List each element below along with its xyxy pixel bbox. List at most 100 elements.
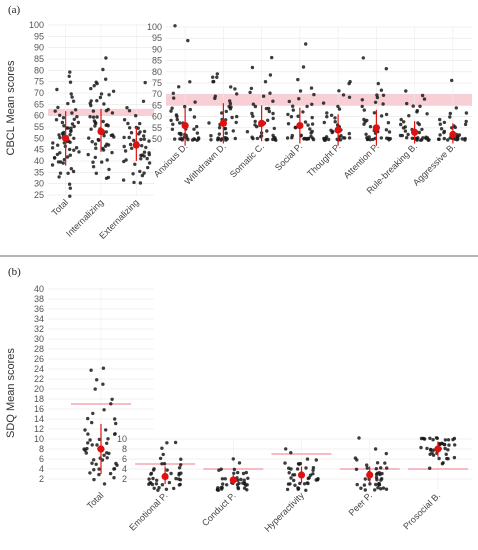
data-point: [217, 132, 221, 136]
data-point: [312, 92, 316, 97]
data-point: [220, 477, 225, 481]
data-point: [165, 441, 169, 445]
data-point: [212, 79, 216, 84]
data-point: [381, 486, 386, 490]
data-point: [446, 138, 450, 142]
data-point: [147, 152, 151, 157]
data-point: [329, 113, 334, 118]
data-point: [138, 181, 143, 185]
data-point: [287, 471, 291, 475]
data-point: [290, 136, 294, 140]
data-point: [88, 115, 92, 119]
data-point: [142, 150, 147, 154]
data-point: [362, 108, 366, 112]
x-tick-label-somatic-c: Somatic C.: [228, 141, 266, 179]
data-point: [124, 158, 128, 162]
data-point: [420, 127, 424, 132]
data-point: [151, 468, 156, 472]
y-tick-label: 80: [34, 65, 44, 75]
data-point: [170, 127, 175, 131]
data-point: [56, 105, 60, 110]
data-point: [310, 115, 314, 120]
data-point: [289, 476, 293, 480]
data-point: [398, 133, 403, 138]
mean-point-total: [62, 134, 70, 142]
data-point: [438, 133, 442, 137]
data-point: [69, 167, 74, 171]
data-point: [196, 136, 201, 140]
data-point: [150, 482, 155, 487]
data-point: [127, 135, 131, 140]
data-point: [267, 109, 271, 114]
data-point: [104, 56, 108, 60]
y-tick-label: 25: [34, 190, 44, 200]
data-point: [379, 466, 383, 470]
data-point: [67, 182, 72, 186]
data-point: [283, 461, 287, 465]
data-point: [58, 136, 62, 140]
y-tick-label: 65: [34, 99, 44, 109]
data-point: [101, 382, 105, 386]
data-point: [102, 102, 106, 106]
mean-point-peer-p: [366, 471, 374, 479]
data-point: [161, 452, 165, 457]
data-point: [249, 86, 254, 91]
data-point: [57, 133, 61, 137]
data-point: [265, 137, 270, 142]
data-point: [361, 56, 365, 60]
mean-point-withdrawn-d: [219, 119, 227, 127]
x-tick-label-thought-p: Thought P.: [305, 141, 342, 178]
data-point: [108, 471, 113, 476]
data-point: [384, 487, 389, 491]
data-point: [62, 124, 66, 128]
data-point: [122, 144, 126, 149]
data-point: [417, 130, 421, 135]
data-point: [228, 101, 233, 106]
data-point: [321, 101, 326, 105]
data-point: [69, 129, 73, 133]
data-point: [291, 104, 295, 108]
data-point: [298, 481, 302, 486]
data-point: [422, 97, 427, 101]
data-point: [223, 477, 227, 481]
data-point: [304, 488, 308, 492]
data-point: [93, 387, 97, 391]
data-point: [70, 95, 74, 99]
panel-label-b: (b): [8, 266, 21, 278]
data-point: [215, 72, 219, 76]
data-point: [439, 127, 444, 131]
data-point: [381, 93, 386, 98]
sdq-ylabel: SDQ Mean scores: [5, 348, 17, 438]
data-point: [379, 487, 383, 491]
data-point: [72, 136, 76, 140]
data-point: [416, 121, 420, 125]
data-point: [445, 456, 449, 461]
x-tick-label-emotional-p: Emotional P.: [127, 490, 169, 532]
data-point: [142, 129, 147, 134]
data-point: [267, 106, 271, 111]
data-point: [86, 441, 90, 445]
data-point: [224, 109, 228, 114]
data-point: [130, 146, 134, 150]
data-point: [236, 486, 241, 491]
data-point: [175, 114, 179, 119]
y-tick-label: 85: [152, 56, 162, 66]
y-tick-label: 2: [39, 474, 44, 484]
y-tick-label: 50: [152, 134, 162, 144]
y-tick-label: 2: [122, 474, 127, 484]
data-point: [109, 402, 113, 406]
cbcl-ylabel: CBCL Mean scores: [5, 60, 17, 155]
data-point: [406, 132, 410, 137]
data-point: [251, 114, 255, 118]
data-point: [68, 80, 73, 84]
data-point: [92, 84, 96, 88]
data-point: [113, 432, 117, 436]
data-point: [209, 134, 213, 138]
y-tick-label: 26: [34, 354, 44, 364]
x-tick-label-total: Total: [85, 490, 106, 511]
data-point: [147, 161, 152, 165]
y-tick-label: 12: [34, 424, 44, 434]
data-point: [444, 452, 448, 456]
